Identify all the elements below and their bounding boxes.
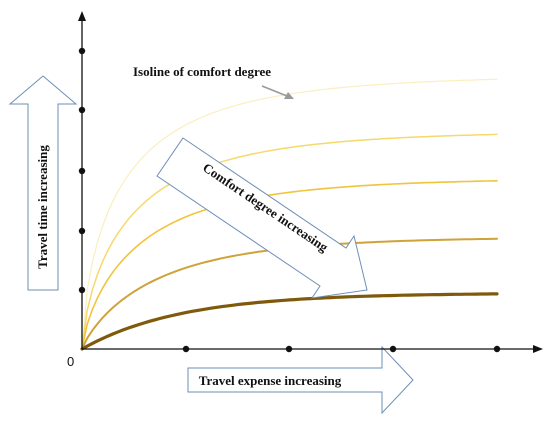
y-tick-dot [78, 227, 86, 235]
y-arrow-label: Travel time increasing [35, 145, 50, 269]
origin-label: 0 [67, 354, 74, 369]
x-axis-arrowhead [533, 345, 543, 353]
y-axis-arrowhead [78, 11, 86, 21]
y-tick-dot [78, 47, 86, 55]
isoline-3 [81, 180, 498, 350]
x-tick-dot [285, 345, 293, 353]
isoline-pointer-line [261, 85, 288, 97]
isoline-5 [80, 292, 499, 351]
y-tick-dot [78, 106, 86, 114]
axes [78, 11, 543, 353]
isoline-2 [81, 133, 498, 350]
diagonal-block-arrow [156, 137, 368, 299]
x-block-arrow [187, 345, 414, 415]
isoline-pointer-head [284, 92, 294, 99]
y-tick-dot [78, 167, 86, 175]
x-tick-dot [389, 345, 397, 353]
y-tick-dot [78, 286, 86, 294]
x-arrow-label: Travel expense increasing [199, 373, 342, 388]
isoline-callout-label: Isoline of comfort degree [133, 64, 271, 79]
x-tick-dot [493, 345, 501, 353]
y-block-arrow [8, 75, 78, 291]
x-tick-dot [182, 345, 190, 353]
